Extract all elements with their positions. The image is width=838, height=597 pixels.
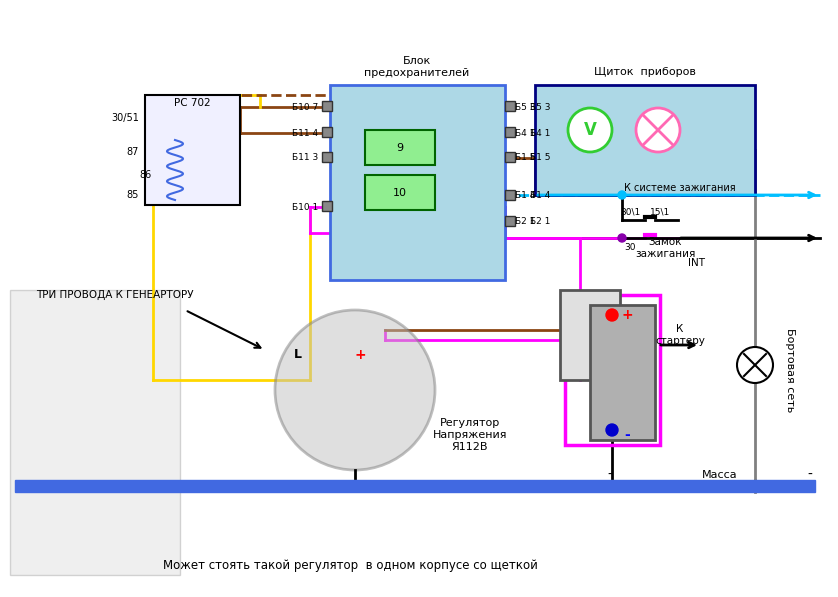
- Text: Б1 5: Б1 5: [530, 153, 551, 162]
- Text: Б5 3: Б5 3: [530, 103, 551, 112]
- Text: 30/51: 30/51: [111, 113, 139, 123]
- Bar: [565, 295, 660, 445]
- Text: 30\1: 30\1: [620, 208, 640, 217]
- Bar: [322, 201, 332, 211]
- Bar: [15, 480, 815, 492]
- Text: Б11 3: Б11 3: [292, 153, 318, 162]
- Circle shape: [636, 108, 680, 152]
- Text: 85: 85: [127, 190, 139, 200]
- Text: V: V: [583, 121, 597, 139]
- Text: Б2 1: Б2 1: [515, 217, 535, 226]
- Text: -: -: [608, 468, 613, 482]
- Text: Б4 1: Б4 1: [530, 128, 551, 137]
- Bar: [145, 95, 240, 205]
- Text: ТРИ ПРОВОДА К ГЕНЕАРТОРУ: ТРИ ПРОВОДА К ГЕНЕАРТОРУ: [36, 290, 194, 300]
- Text: Б1 4: Б1 4: [515, 192, 535, 201]
- Text: L: L: [294, 349, 302, 362]
- Text: 9: 9: [396, 143, 404, 153]
- Text: Щиток  приборов: Щиток приборов: [594, 67, 696, 77]
- Circle shape: [275, 310, 435, 470]
- Text: +: +: [621, 308, 633, 322]
- Text: Масса: Масса: [702, 470, 737, 480]
- Bar: [505, 216, 515, 226]
- Text: Может стоять такой регулятор  в одном корпусе со щеткой: Может стоять такой регулятор в одном кор…: [163, 559, 537, 571]
- Text: -: -: [624, 428, 630, 442]
- Text: 87: 87: [127, 147, 139, 157]
- Text: Б1 5: Б1 5: [515, 153, 535, 162]
- Bar: [505, 152, 515, 162]
- Text: Б10 7: Б10 7: [292, 103, 318, 112]
- Text: -: -: [808, 468, 812, 482]
- Bar: [505, 101, 515, 111]
- Bar: [322, 127, 332, 137]
- Bar: [560, 290, 620, 380]
- Text: Блок
предохранителей: Блок предохранителей: [365, 56, 469, 78]
- Text: Бортовая сеть: Бортовая сеть: [785, 328, 795, 412]
- Bar: [505, 127, 515, 137]
- Circle shape: [606, 424, 618, 436]
- Bar: [10, 290, 180, 575]
- Text: 30: 30: [624, 244, 636, 253]
- Text: 15\1: 15\1: [650, 208, 670, 217]
- Bar: [322, 101, 332, 111]
- Text: Регулятор
Напряжения
Я112В: Регулятор Напряжения Я112В: [432, 418, 507, 451]
- Text: Б4 1: Б4 1: [515, 128, 535, 137]
- Text: INT: INT: [687, 258, 705, 268]
- Text: +: +: [354, 348, 366, 362]
- Text: Б5 3: Б5 3: [515, 103, 535, 112]
- Bar: [590, 305, 655, 440]
- Text: Б11 4: Б11 4: [292, 128, 318, 137]
- Circle shape: [737, 347, 773, 383]
- Text: 10: 10: [393, 188, 407, 198]
- Bar: [505, 190, 515, 200]
- Text: Замок
зажигания: Замок зажигания: [635, 237, 696, 259]
- Bar: [322, 152, 332, 162]
- Text: PC 702: PC 702: [173, 98, 210, 108]
- Text: Б1 4: Б1 4: [530, 192, 551, 201]
- Text: Б10 1: Б10 1: [292, 202, 318, 211]
- Bar: [535, 85, 755, 195]
- Bar: [365, 175, 435, 210]
- Text: К системе зажигания: К системе зажигания: [624, 183, 736, 193]
- Bar: [330, 85, 505, 280]
- Text: К
стартеру: К стартеру: [655, 324, 705, 346]
- Text: Б2 1: Б2 1: [530, 217, 551, 226]
- Circle shape: [606, 309, 618, 321]
- Bar: [365, 130, 435, 165]
- Circle shape: [568, 108, 612, 152]
- Text: 86: 86: [139, 170, 151, 180]
- Circle shape: [618, 191, 626, 199]
- Circle shape: [618, 234, 626, 242]
